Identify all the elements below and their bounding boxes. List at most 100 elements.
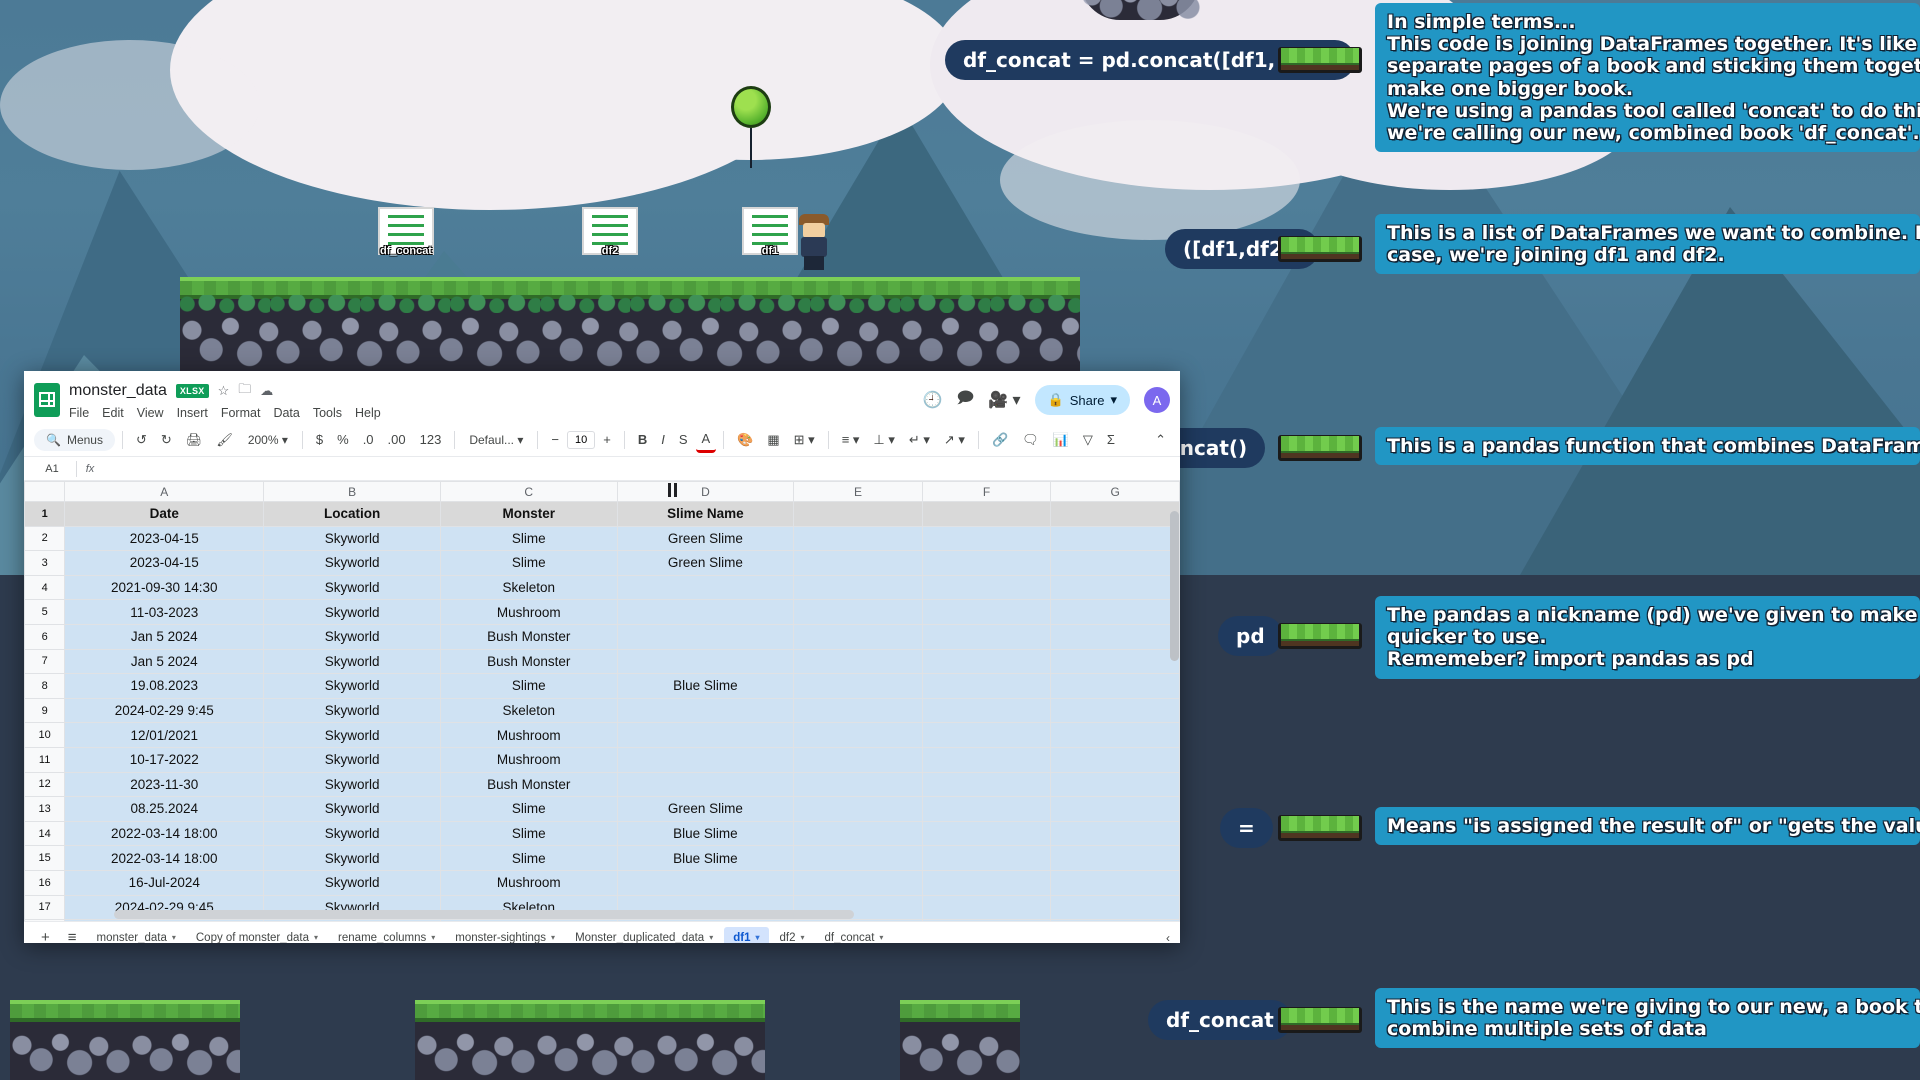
add-sheet-button[interactable]: + — [41, 929, 50, 943]
table-cell[interactable]: Jan 5 2024 — [64, 648, 265, 675]
table-cell[interactable] — [921, 746, 1052, 773]
table-row[interactable]: 15 2022-03-14 18:00 Skyworld Slime Blue Slim… — [24, 845, 1180, 871]
row-number[interactable]: 1 — [24, 501, 66, 527]
table-cell[interactable]: Bush Monster — [439, 648, 618, 675]
table-cell[interactable] — [793, 869, 923, 896]
sheet-tab-df2[interactable]: df2 ▾ — [771, 927, 814, 944]
table-cell[interactable]: Skyworld — [263, 820, 441, 847]
table-row[interactable]: 7 Jan 5 2024 Skyworld Bush Monster — [24, 648, 1180, 675]
table-cell[interactable] — [616, 722, 795, 748]
table-cell[interactable] — [921, 574, 1052, 601]
table-row[interactable]: 2 2023-04-15 Skyworld Slime Green Slime — [24, 525, 1180, 552]
table-header-cell[interactable] — [793, 501, 923, 527]
column-header-a[interactable]: A — [64, 481, 265, 502]
row-number[interactable]: 17 — [24, 894, 66, 921]
table-cell[interactable] — [616, 697, 795, 724]
table-cell[interactable] — [921, 673, 1052, 699]
decrease-font-size-button[interactable]: − — [551, 432, 559, 447]
chevron-down-icon[interactable]: ▾ — [800, 933, 805, 942]
table-row[interactable]: 1 Date Location Monster Slime Name — [24, 501, 1180, 527]
table-cell[interactable]: Mushroom — [439, 722, 618, 748]
table-cell[interactable]: Skyworld — [263, 746, 441, 773]
table-cell[interactable] — [616, 869, 795, 896]
table-row[interactable]: 13 08.25.2024 Skyworld Slime Green Slime — [24, 796, 1180, 822]
table-cell[interactable] — [1050, 648, 1180, 675]
table-cell[interactable] — [921, 599, 1052, 625]
table-row[interactable]: 3 2023-04-15 Skyworld Slime Green Slime — [24, 550, 1180, 576]
version-history-icon[interactable]: 🕘 — [922, 392, 943, 409]
table-cell[interactable] — [1050, 771, 1180, 798]
table-cell[interactable]: Skyworld — [263, 697, 441, 724]
row-number[interactable]: 8 — [24, 673, 66, 699]
menu-item-file[interactable]: File — [69, 406, 90, 420]
table-cell[interactable] — [793, 845, 923, 871]
fill-color-icon[interactable]: 🎨 — [737, 431, 754, 447]
column-header-f[interactable]: F — [921, 481, 1052, 502]
table-cell[interactable]: Mushroom — [439, 746, 618, 773]
vertical-align-icon[interactable]: ⊥ ▾ — [873, 431, 895, 447]
row-number[interactable]: 18 — [24, 919, 66, 921]
row-number[interactable]: 15 — [24, 845, 66, 871]
chevron-down-icon[interactable]: ▾ — [879, 933, 884, 942]
table-cell[interactable] — [1050, 550, 1180, 576]
increase-font-size-button[interactable]: + — [603, 432, 611, 447]
table-cell[interactable]: Skyworld — [263, 919, 441, 921]
table-cell[interactable] — [616, 771, 795, 798]
table-cell[interactable]: 2021-09-30 14:30 — [64, 574, 265, 601]
table-cell[interactable] — [793, 820, 923, 847]
increase-decimal-button[interactable]: .00 — [387, 432, 406, 447]
chevron-down-icon[interactable]: ▾ — [709, 933, 714, 942]
table-cell[interactable]: Blue Slime — [616, 845, 795, 871]
column-header-d[interactable]: D — [616, 481, 795, 502]
table-cell[interactable] — [793, 550, 923, 576]
text-rotation-icon[interactable]: ↗ ▾ — [943, 431, 965, 447]
currency-format-button[interactable]: $ — [315, 432, 324, 447]
table-header-cell[interactable] — [1050, 501, 1180, 527]
functions-button[interactable]: Σ — [1106, 432, 1115, 447]
table-cell[interactable]: 12/01/2021 — [64, 722, 265, 748]
document-title[interactable]: monster_data — [69, 382, 167, 399]
table-cell[interactable]: 19.08.2023 — [64, 673, 265, 699]
table-cell[interactable] — [1050, 673, 1180, 699]
menu-item-tools[interactable]: Tools — [312, 406, 343, 420]
chevron-down-icon[interactable]: ▾ — [314, 933, 319, 942]
cell-reference-box[interactable]: A1 — [45, 462, 59, 475]
column-header-c[interactable]: C — [439, 481, 618, 502]
undo-button[interactable]: ↺ — [135, 431, 147, 447]
table-cell[interactable] — [1050, 623, 1180, 650]
table-header-cell[interactable]: Date — [64, 501, 265, 527]
table-cell[interactable]: Skyworld — [263, 574, 441, 601]
table-cell[interactable] — [921, 771, 1052, 798]
table-row[interactable]: 8 19.08.2023 Skyworld Slime Blue Slime — [24, 673, 1180, 699]
vertical-scrollbar[interactable] — [1170, 511, 1179, 661]
font-size-input[interactable]: 10 — [566, 430, 596, 449]
text-color-button[interactable]: A — [695, 427, 717, 453]
table-cell[interactable] — [1050, 525, 1180, 552]
table-cell[interactable]: Blue Slime — [616, 673, 795, 699]
table-cell[interactable]: Blue Slime — [616, 820, 795, 847]
table-cell[interactable] — [616, 746, 795, 773]
row-number[interactable]: 10 — [24, 722, 66, 748]
table-cell[interactable] — [793, 771, 923, 798]
italic-button[interactable]: I — [661, 432, 665, 447]
table-cell[interactable] — [1050, 697, 1180, 724]
table-cell[interactable]: Skyworld — [263, 869, 441, 896]
platform-file-df-concat[interactable] — [378, 207, 434, 255]
table-row[interactable]: 11 10-17-2022 Skyworld Mushroom — [24, 746, 1180, 773]
table-cell[interactable] — [921, 722, 1052, 748]
table-cell[interactable] — [1050, 722, 1180, 748]
table-cell[interactable] — [1050, 894, 1180, 921]
platform-file-df1[interactable] — [742, 207, 798, 255]
table-cell[interactable]: Skyworld — [263, 648, 441, 675]
row-number[interactable]: 5 — [24, 599, 66, 625]
comment-icon[interactable]: 🗩 — [956, 389, 975, 407]
table-cell[interactable]: Green Slime — [616, 796, 795, 822]
percent-format-button[interactable]: % — [337, 432, 349, 447]
table-cell[interactable]: Skyworld — [263, 525, 441, 552]
table-cell[interactable]: Skyworld — [263, 722, 441, 748]
table-row[interactable]: 10 12/01/2021 Skyworld Mushroom — [24, 722, 1180, 748]
table-cell[interactable] — [616, 648, 795, 675]
sheet-tab-df1[interactable]: df1 ▾ — [724, 926, 769, 943]
sheet-tab-monster-sightings[interactable]: monster-sightings ▾ — [446, 927, 564, 944]
table-row[interactable]: 9 2024-02-29 9:45 Skyworld Skeleton — [24, 697, 1180, 724]
